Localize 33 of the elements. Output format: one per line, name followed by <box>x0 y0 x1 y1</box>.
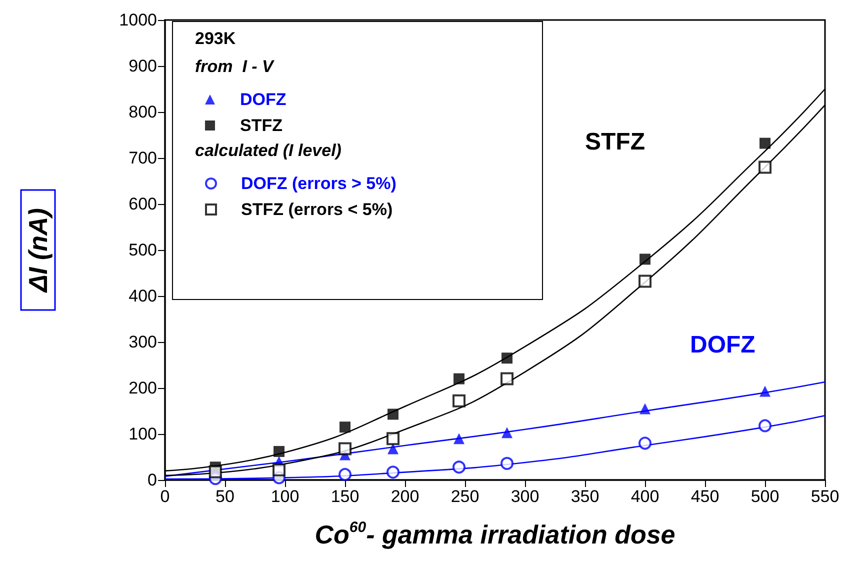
x-tick-label: 50 <box>216 487 234 506</box>
x-tick-label: 200 <box>390 487 420 506</box>
legend-label: STFZ (errors < 5%) <box>241 200 393 219</box>
x-tick-label: 350 <box>570 487 600 506</box>
x-tick-label: 0 <box>160 487 170 506</box>
x-tick-label: 150 <box>330 487 360 506</box>
annotation: from I - V <box>195 57 276 76</box>
annotation: STFZ <box>585 128 645 156</box>
x-tick-label: 400 <box>630 487 660 506</box>
y-tick-label: 100 <box>128 424 157 444</box>
x-tick-label: 100 <box>270 487 300 506</box>
annotation: DOFZ <box>690 332 756 358</box>
legend-label: DOFZ <box>240 90 286 109</box>
y-tick-label: 800 <box>128 102 157 122</box>
y-tick-label: 300 <box>128 332 157 352</box>
y-tick-label: 200 <box>128 378 157 398</box>
legend-title: 293K <box>195 29 236 48</box>
legend-label: STFZ <box>240 116 282 135</box>
y-tick-label: 1000 <box>119 10 157 30</box>
y-tick-label: 500 <box>128 240 157 260</box>
y-axis-title: ΔI (nA) <box>23 208 53 293</box>
y-tick-label: 400 <box>128 286 157 306</box>
y-tick-label: 600 <box>128 194 157 214</box>
x-tick-label: 500 <box>750 487 780 506</box>
x-tick-label: 450 <box>690 487 720 506</box>
y-tick-label: 700 <box>128 148 157 168</box>
x-tick-label: 300 <box>510 487 540 506</box>
y-tick-label: 900 <box>128 56 157 76</box>
x-tick-label: 250 <box>450 487 480 506</box>
legend-label: DOFZ (errors > 5%) <box>241 174 396 193</box>
y-tick-label: 0 <box>148 470 157 490</box>
x-tick-label: 550 <box>810 487 840 506</box>
annotation: calculated (I level) <box>195 141 342 160</box>
